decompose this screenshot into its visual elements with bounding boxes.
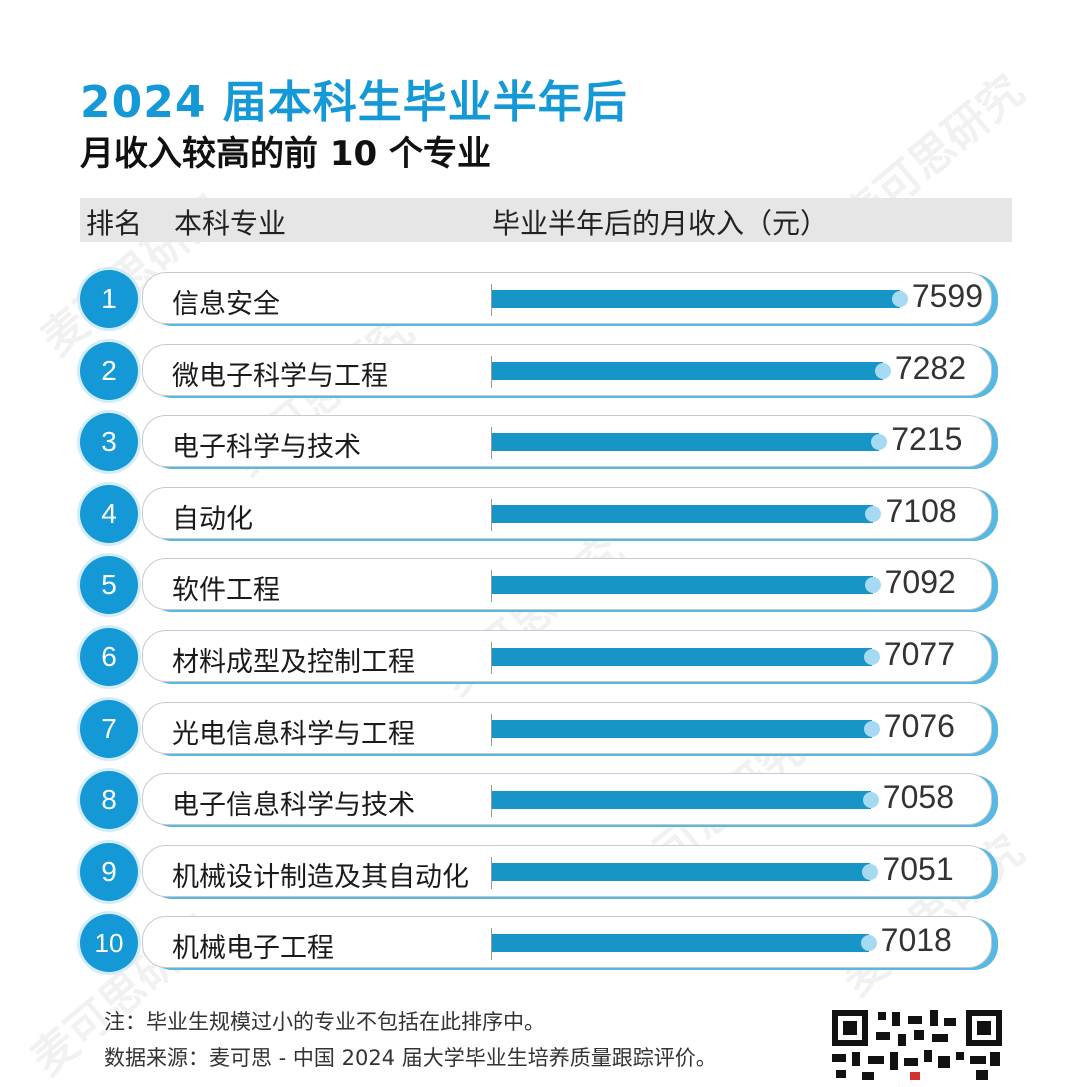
axis-line [491, 498, 492, 531]
bar [492, 433, 880, 452]
axis-line [491, 284, 492, 316]
bar-end-cap [865, 505, 882, 522]
data-label: 7215 [891, 421, 963, 458]
data-label: 7599 [911, 278, 984, 314]
footnote: 注：毕业生规模过小的专业不包括在此排序中。 [104, 1010, 545, 1034]
bar-end-cap [871, 434, 888, 451]
bar [492, 361, 883, 380]
header-income: 毕业半年后的月收入（元） [492, 207, 829, 240]
table-row: 9 机械设计制造及其自动化 7051 [80, 842, 1012, 901]
major-label: 信息安全 [172, 289, 280, 320]
header-major: 本科专业 [174, 207, 287, 240]
major-label: 光电信息科学与工程 [172, 718, 415, 750]
rank-badge: 9 [80, 842, 138, 901]
major-label: 微电子科学与工程 [172, 360, 388, 392]
rank-badge: 1 [80, 270, 138, 328]
chart-title-line2: 月收入较高的前 10 个专业 [80, 134, 491, 174]
axis-line [491, 785, 492, 818]
bar [492, 504, 874, 523]
bar [492, 934, 869, 953]
data-label: 7108 [885, 492, 957, 529]
bar-end-cap [874, 362, 891, 379]
major-label: 材料成型及控制工程 [172, 647, 415, 678]
table-row: 1 信息安全 7599 [80, 270, 1012, 328]
bar-end-cap [891, 291, 908, 307]
bar [492, 791, 871, 810]
major-label: 机械设计制造及其自动化 [172, 861, 469, 893]
bar [492, 719, 872, 738]
axis-line [491, 427, 492, 460]
bar-end-cap [863, 720, 880, 737]
table-row: 2 微电子科学与工程 7282 [80, 341, 1012, 400]
rank-badge: 3 [80, 413, 138, 472]
axis-line [491, 856, 492, 889]
bar-end-cap [864, 577, 881, 594]
rank-badge: 6 [80, 628, 138, 686]
rank-badge: 5 [80, 556, 138, 615]
rank-badge: 8 [80, 771, 138, 830]
major-label: 电子科学与技术 [172, 432, 361, 464]
data-label: 7076 [883, 707, 955, 744]
data-label: 7018 [880, 922, 952, 959]
table-row: 5 软件工程 7092 [80, 556, 1012, 615]
data-label: 7092 [884, 564, 956, 601]
rank-badge: 7 [80, 699, 138, 758]
table-row: 10 机械电子工程 7018 [80, 914, 1012, 973]
axis-line [491, 642, 492, 674]
table-row: 6 材料成型及控制工程 7077 [80, 628, 1012, 686]
rank-badge: 2 [80, 341, 138, 400]
table-row: 7 光电信息科学与工程 7076 [80, 699, 1012, 758]
major-label: 机械电子工程 [172, 933, 334, 965]
bar-end-cap [862, 792, 879, 809]
bar-end-cap [862, 863, 879, 880]
header-rank: 排名 [86, 207, 143, 240]
table-row: 3 电子科学与技术 7215 [80, 413, 1012, 472]
data-label: 7077 [883, 636, 955, 672]
major-label: 自动化 [172, 503, 253, 535]
bar [492, 576, 873, 595]
axis-line [491, 928, 492, 961]
table-row: 4 自动化 7108 [80, 484, 1012, 543]
chart-title-line1: 2024 届本科生毕业半年后 [80, 77, 628, 128]
bar-end-cap [860, 935, 877, 952]
data-label: 7058 [882, 779, 954, 816]
data-source: 数据来源：麦可思 - 中国 2024 届大学毕业生培养质量跟踪评价。 [104, 1046, 717, 1070]
bar [492, 290, 900, 308]
rank-badge: 4 [80, 484, 138, 543]
axis-line [491, 570, 492, 603]
rank-badge: 10 [80, 914, 138, 973]
data-label: 7051 [882, 850, 954, 887]
bar [492, 648, 872, 666]
major-label: 软件工程 [172, 575, 280, 607]
axis-line [491, 355, 492, 388]
data-label: 7282 [894, 349, 966, 386]
qr-code-icon [826, 1004, 1006, 1082]
table-header: 排名 本科专业 毕业半年后的月收入（元） [80, 198, 1012, 242]
axis-line [491, 713, 492, 746]
table-row: 8 电子信息科学与技术 7058 [80, 771, 1012, 830]
major-label: 电子信息科学与技术 [172, 790, 415, 822]
bar [492, 862, 871, 881]
bar-end-cap [863, 649, 880, 665]
